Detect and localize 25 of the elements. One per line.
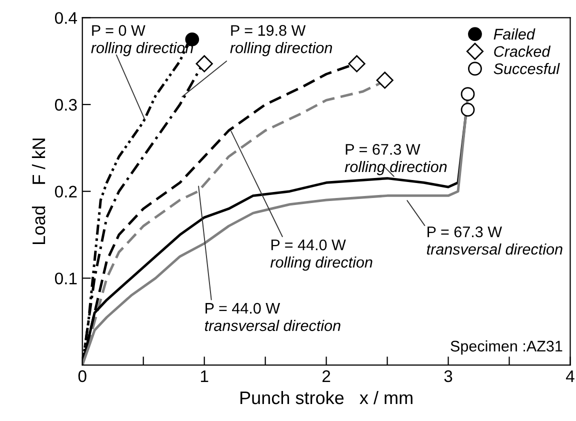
x-tick-label: 1 bbox=[200, 370, 208, 382]
x-tick-label: 2 bbox=[322, 370, 330, 382]
legend-label: Succesful bbox=[494, 62, 560, 74]
annotation: Specimen :AZ31 bbox=[450, 340, 562, 355]
annotation: P = 44.0 W transversal direction bbox=[205, 302, 340, 332]
point bbox=[460, 102, 475, 117]
annotation: P = 44.0 W rolling direction bbox=[270, 240, 372, 271]
point bbox=[196, 55, 213, 72]
annotation: P = 67.3 W transversal direction bbox=[427, 226, 562, 255]
annotation: P = 67.3 W rolling direction bbox=[344, 144, 447, 176]
legend-label: Failed bbox=[494, 28, 536, 40]
legend-label: Cracked bbox=[494, 46, 551, 57]
x-axis-title: Punch stroke x / mm bbox=[240, 390, 412, 404]
y-tick-label: 0.4 bbox=[54, 12, 78, 24]
x-tick-label: 4 bbox=[566, 370, 574, 382]
point bbox=[376, 72, 394, 89]
x-tick-label: 0 bbox=[78, 370, 86, 382]
x-tick-label: 3 bbox=[444, 370, 452, 382]
y-tick-label: 0.2 bbox=[54, 186, 77, 198]
annotation: P = 19.8 W rolling direction bbox=[230, 25, 332, 56]
y-axis-title: Load F / kN bbox=[32, 138, 46, 244]
point bbox=[348, 55, 366, 72]
y-tick-label: 0.1 bbox=[54, 272, 77, 284]
y-tick-label: 0.3 bbox=[54, 98, 77, 111]
point bbox=[460, 87, 475, 102]
